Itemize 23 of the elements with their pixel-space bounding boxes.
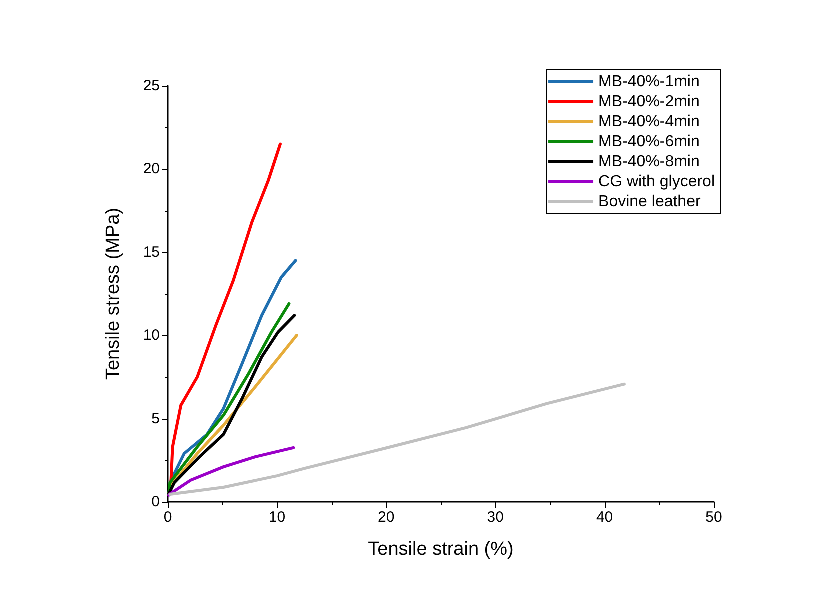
x-axis-title: Tensile strain (%) [368, 539, 514, 560]
legend-label: MB-40%-6min [598, 134, 700, 150]
x-tick-label: 10 [268, 509, 286, 526]
y-tick-label: 0 [152, 494, 160, 510]
line-series [168, 382, 626, 496]
y-tick-label: 20 [143, 160, 160, 178]
y-tick-label: 25 [143, 78, 160, 94]
x-tick-label: 40 [596, 509, 614, 526]
legend-label: MB-40%-4min [598, 114, 700, 130]
legend-label: MB-40%-8min [598, 154, 700, 170]
x-tick-label: 50 [706, 509, 722, 526]
x-tick-label: 30 [487, 509, 504, 526]
x-tick-label: 20 [378, 509, 395, 526]
line-series [168, 446, 296, 497]
legend-label: MB-40%-2min [598, 94, 700, 110]
x-tick-label: 0 [164, 509, 172, 526]
y-tick-label: 10 [143, 327, 160, 344]
legend-label: MB-40%-1min [598, 74, 700, 90]
y-axis-title: Tensile stress (MPa) [103, 208, 124, 380]
y-tick-label: 5 [152, 410, 160, 428]
y-tick-label: 15 [143, 244, 160, 261]
legend-label: Bovine leather [598, 194, 702, 210]
legend-label: CG with glycerol [598, 174, 716, 190]
